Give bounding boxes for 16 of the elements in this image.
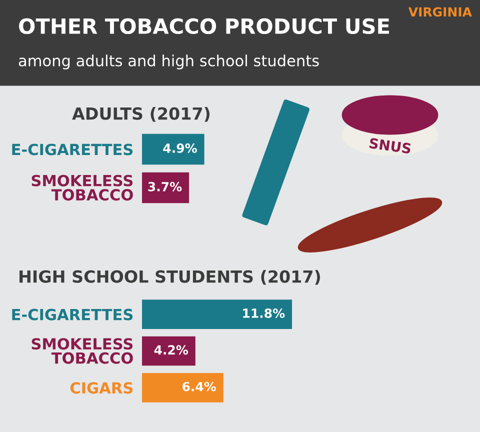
data-label: 4.2% <box>154 345 188 355</box>
y-tick-label: SMOKELESS TOBACCO <box>32 338 133 364</box>
text: OTHER TOBACCO PRODUCT USE <box>19 18 389 34</box>
data-label: 4.9% <box>163 143 197 153</box>
text: SNUS <box>369 138 412 154</box>
y-tick-label: E-CIGARETTES <box>12 308 133 320</box>
text: VIRGINIA <box>408 7 472 17</box>
text: among adults and high school students <box>18 54 319 70</box>
data-label: 3.7% <box>148 182 182 192</box>
chart-title: ADULTS (2017) <box>72 106 210 122</box>
chart-title: HIGH SCHOOL STUDENTS (2017) <box>20 270 320 285</box>
y-tick-label: CIGARS <box>70 382 133 394</box>
data-label: 11.8% <box>243 308 285 318</box>
data-label: 6.4% <box>182 382 216 392</box>
y-tick-label: E-CIGARETTES <box>12 144 133 156</box>
y-tick-label: SMOKELESS TOBACCO <box>32 174 133 201</box>
